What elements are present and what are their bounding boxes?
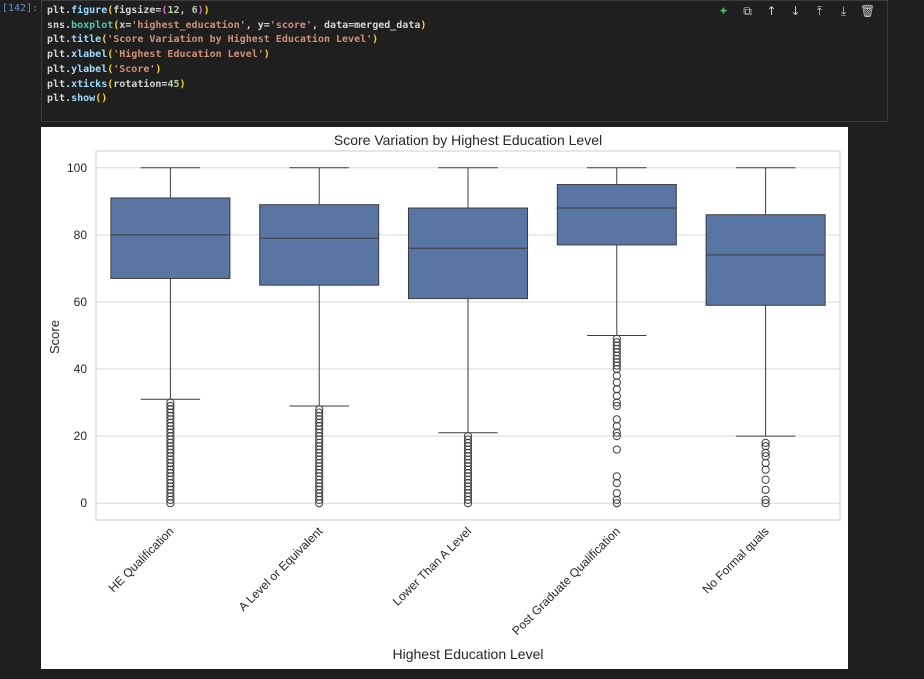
box	[556, 184, 677, 246]
outlier-point	[761, 485, 770, 494]
outlier-point	[315, 405, 324, 414]
outlier-point	[612, 445, 621, 454]
execution-count: [142]:	[2, 3, 39, 14]
outlier-point	[761, 442, 770, 451]
arrow-down-icon[interactable]: ↓	[790, 4, 801, 18]
code-line: plt.show()	[47, 93, 108, 105]
trash-icon[interactable]: 🗑	[860, 4, 876, 18]
sparkle-icon[interactable]: ✦	[718, 4, 729, 18]
y-tick-label: 40	[74, 362, 88, 376]
x-tick-label: Post Graduate Qualification	[509, 524, 623, 638]
outlier-point	[315, 408, 324, 417]
code-line: plt.title('Score Variation by Highest Ed…	[47, 34, 379, 46]
code-editor[interactable]: plt.figure(figsize=(12, 6)) sns.boxplot(…	[47, 4, 426, 107]
outlier-point	[761, 438, 770, 447]
y-tick-label: 80	[74, 228, 88, 242]
y-tick-label: 60	[74, 295, 88, 309]
code-line: plt.ylabel('Score')	[47, 63, 162, 75]
insert-below-icon[interactable]: ⤓	[840, 4, 847, 18]
outlier-point	[761, 499, 770, 508]
box-group	[110, 167, 231, 508]
outlier-point	[166, 401, 175, 411]
code-cell[interactable]: plt.figure(figsize=(12, 6)) sns.boxplot(…	[41, 0, 888, 122]
outlier-point	[761, 495, 770, 504]
x-tick-label: HE Qualification	[106, 524, 177, 595]
cell-toolbar: ✦ ⧉ ↑ ↓ ⤒ ⤓ 🗑	[716, 4, 875, 19]
x-tick-label: A Level or Equivalent	[236, 524, 326, 614]
outlier-point	[612, 401, 621, 411]
y-tick-label: 100	[67, 161, 87, 175]
box	[407, 207, 529, 300]
box-group	[556, 167, 677, 508]
outlier-point	[612, 334, 621, 343]
y-tick-label: 0	[80, 496, 87, 510]
outlier-point	[761, 452, 770, 461]
outlier-point	[463, 432, 473, 441]
box-group	[259, 167, 380, 508]
code-line: plt.xticks(rotation=45)	[47, 78, 186, 90]
code-line: sns.boxplot(x='highest_education', y='sc…	[47, 19, 427, 31]
outlier-point	[612, 432, 621, 441]
code-line: plt.figure(figsize=(12, 6))	[47, 5, 210, 16]
arrow-up-icon[interactable]: ↑	[766, 4, 777, 18]
boxplot-chart: 0 20 40 60 80 100 HE Qualification A Level or …	[47, 132, 841, 662]
copy-icon[interactable]: ⧉	[743, 4, 752, 18]
box	[705, 214, 826, 306]
x-tick-label: No Formal quals	[700, 524, 772, 596]
outlier-point	[612, 499, 621, 508]
cell-output: 0 20 40 60 80 100 HE Qualification A Level or …	[41, 127, 848, 669]
code-line: plt.xlabel('Highest Education Level')	[47, 49, 270, 61]
outlier-point	[761, 475, 770, 484]
outlier-point	[612, 472, 621, 481]
box	[259, 204, 380, 286]
box-group	[705, 167, 826, 508]
y-tick-label: 20	[74, 429, 88, 443]
box-group	[407, 167, 529, 508]
insert-above-icon[interactable]: ⤒	[816, 4, 823, 18]
outlier-point	[166, 398, 175, 407]
x-axis-label: Highest Education Level	[393, 646, 544, 662]
chart-title: Score Variation by Highest Education Lev…	[334, 132, 602, 148]
outlier-point	[612, 489, 621, 498]
outlier-point	[612, 415, 621, 424]
x-tick-label: Lower Than A Level	[390, 524, 474, 608]
y-axis-label: Score	[47, 320, 62, 354]
box	[110, 197, 231, 279]
outlier-point	[463, 435, 473, 444]
outlier-point	[612, 338, 621, 347]
